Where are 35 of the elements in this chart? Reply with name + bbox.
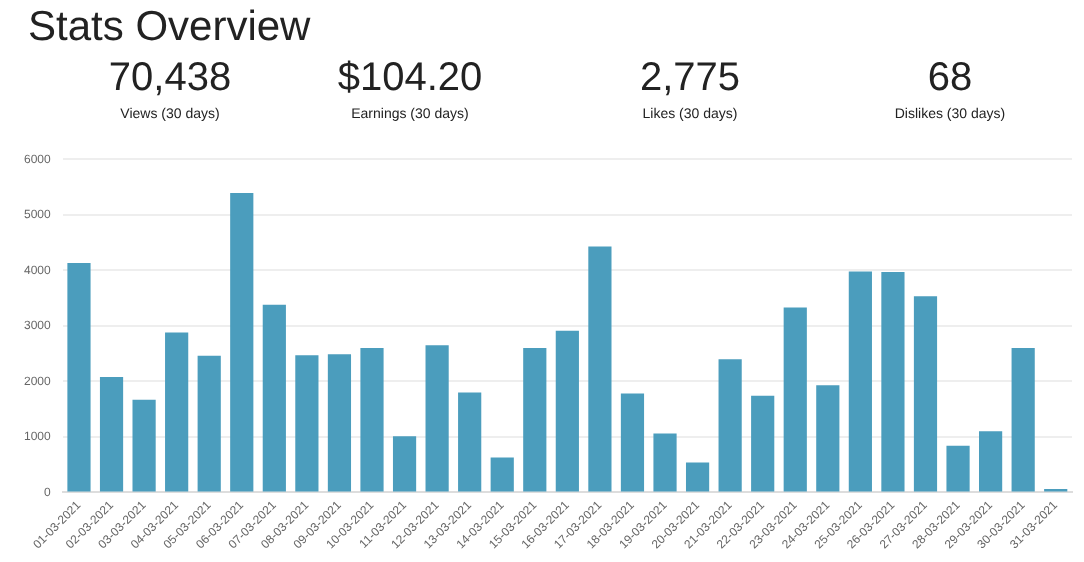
bar [881, 271, 905, 492]
bar [165, 332, 189, 492]
bar [425, 345, 449, 492]
bar [392, 436, 417, 492]
bar [67, 263, 91, 492]
bar [913, 296, 938, 492]
bar [132, 399, 156, 492]
bar [99, 376, 124, 492]
bar [685, 462, 710, 492]
bar [555, 330, 579, 492]
text: 70,438 [106, 54, 234, 102]
text: 68 [925, 54, 975, 102]
bar [588, 246, 612, 492]
bar [946, 445, 970, 492]
bar [197, 355, 221, 492]
bar [295, 355, 319, 492]
bar [783, 307, 807, 492]
text: $104.20 [335, 54, 485, 102]
bar [523, 348, 547, 492]
bar [979, 431, 1003, 492]
bar [653, 433, 677, 492]
bar [848, 271, 872, 492]
text: 2,775 [637, 54, 743, 102]
chart-title: Stats Overview [28, 4, 311, 52]
bar [751, 395, 775, 492]
bar [360, 348, 384, 492]
bar [1011, 348, 1035, 492]
bar [327, 354, 352, 492]
bar [718, 359, 742, 492]
bar [816, 385, 840, 492]
bar [458, 392, 482, 492]
bar [620, 393, 645, 492]
bar [230, 193, 254, 492]
bar [262, 304, 286, 492]
bar [490, 457, 514, 492]
